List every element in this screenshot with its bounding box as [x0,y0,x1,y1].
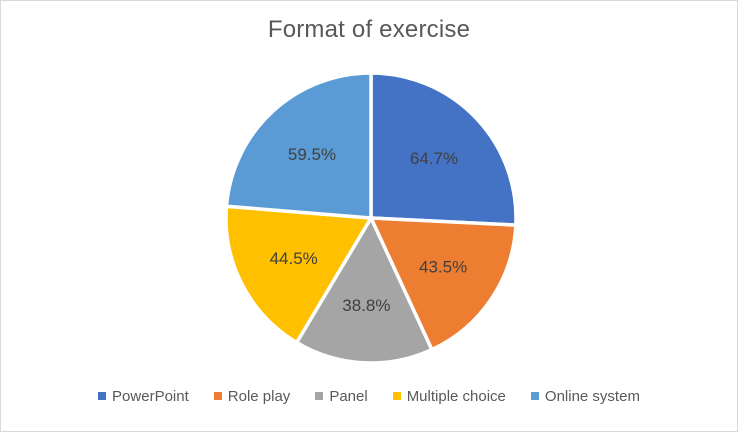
pie-slice-powerpoint [369,71,518,227]
data-label-role-play: 43.5% [419,258,467,277]
legend-label-powerpoint: PowerPoint [112,387,189,405]
legend-item-role-play: Role play [213,387,291,405]
legend-item-online-system: Online system [530,387,640,405]
legend-item-multiple-choice: Multiple choice [392,387,506,405]
chart-legend: PowerPoint Role play Panel Multiple choice O… [1,385,737,407]
legend-label-panel: Panel [329,387,368,405]
chart-title: Format of exercise [267,16,471,43]
data-label-panel: 38.8% [342,296,390,315]
pie-slice-online-system [224,71,373,220]
pie-slice-panel [294,216,434,365]
legend-swatch-multiple-choice [392,392,401,400]
legend-item-powerpoint: PowerPoint [98,388,189,405]
legend-label-role-play: Role play [227,387,291,405]
legend-swatch-online-system [530,392,539,400]
pie-slice-role-play [369,216,518,352]
data-label-powerpoint: 64.7% [410,149,458,168]
legend-label-online-system: Online system [544,387,640,405]
legend-swatch-role-play [213,392,222,400]
data-label-online-system: 59.5% [288,145,336,164]
legend-item-panel: Panel [315,387,368,405]
data-label-multiple-choice: 44.5% [270,249,318,268]
legend-swatch-powerpoint [98,392,107,400]
pie-slice-multiple-choice [224,204,373,345]
legend-label-multiple-choice: Multiple choice [406,387,506,405]
legend-swatch-panel [315,392,324,400]
